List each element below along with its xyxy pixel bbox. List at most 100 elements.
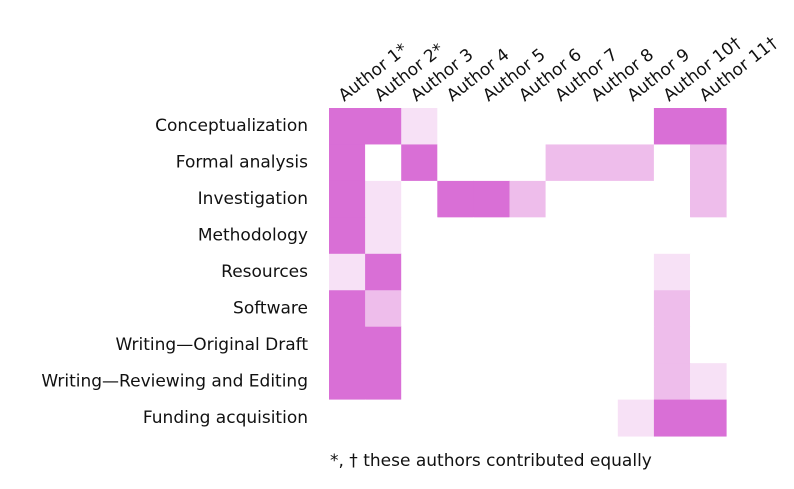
cell	[617, 290, 655, 328]
cell	[617, 363, 655, 401]
cell	[401, 399, 438, 437]
cell	[545, 399, 583, 437]
cell	[581, 144, 619, 182]
cell	[545, 217, 583, 255]
row-label: Formal analysis	[176, 153, 308, 173]
cell	[437, 108, 474, 145]
cell	[365, 326, 402, 364]
cell	[617, 217, 655, 255]
cell	[365, 108, 402, 145]
cell	[473, 399, 510, 437]
cell	[329, 399, 366, 437]
cell	[690, 399, 727, 437]
cell	[690, 180, 727, 218]
cell	[545, 144, 583, 182]
cell	[545, 290, 583, 328]
cell	[509, 363, 547, 401]
footnote: *, † these authors contributed equally	[330, 451, 652, 471]
cell	[365, 144, 402, 182]
cell	[545, 108, 583, 145]
cell	[437, 326, 474, 364]
cell	[473, 217, 510, 255]
cell	[581, 180, 619, 218]
cell	[617, 144, 655, 182]
cell	[509, 144, 547, 182]
cell	[581, 217, 619, 255]
cell	[437, 180, 474, 218]
cell	[653, 144, 691, 182]
cell	[509, 326, 547, 364]
row-label: Writing—Original Draft	[116, 335, 309, 355]
cell	[401, 144, 438, 182]
cell	[653, 399, 691, 437]
cell	[617, 108, 655, 145]
cell	[690, 144, 727, 182]
cell	[581, 290, 619, 328]
cell	[653, 290, 691, 328]
cell	[509, 399, 547, 437]
cell	[365, 399, 402, 437]
cell	[329, 253, 366, 291]
cell	[329, 217, 366, 255]
cell	[365, 290, 402, 328]
cell	[581, 253, 619, 291]
cell	[690, 217, 727, 255]
row-label: Investigation	[198, 189, 308, 209]
cell	[653, 253, 691, 291]
cell	[690, 290, 727, 328]
cell	[365, 217, 402, 255]
cell	[653, 363, 691, 401]
cell	[401, 363, 438, 401]
cell	[329, 290, 366, 328]
row-label: Methodology	[198, 226, 308, 246]
cell	[473, 253, 510, 291]
row-label: Writing—Reviewing and Editing	[41, 371, 308, 391]
cell	[509, 217, 547, 255]
cell	[473, 363, 510, 401]
cell	[690, 326, 727, 364]
cell	[329, 326, 366, 364]
cell	[617, 253, 655, 291]
cell	[437, 144, 474, 182]
cell	[437, 363, 474, 401]
cell	[509, 180, 547, 218]
cell	[581, 399, 619, 437]
cell	[329, 180, 366, 218]
cell	[581, 108, 619, 145]
cell	[653, 326, 691, 364]
cell	[617, 326, 655, 364]
row-label: Software	[233, 298, 308, 318]
cell	[473, 144, 510, 182]
cell	[401, 253, 438, 291]
cell	[690, 253, 727, 291]
cell	[617, 399, 655, 437]
cell	[401, 326, 438, 364]
cell	[473, 108, 510, 145]
row-label: Conceptualization	[155, 116, 308, 136]
cell	[581, 363, 619, 401]
cell	[653, 180, 691, 218]
cell	[617, 180, 655, 218]
cell	[365, 253, 402, 291]
row-label: Resources	[221, 262, 308, 282]
cell	[473, 180, 510, 218]
cell	[365, 180, 402, 218]
cell	[545, 180, 583, 218]
cell	[545, 363, 583, 401]
cell	[437, 399, 474, 437]
cell	[329, 108, 366, 145]
cell	[653, 108, 691, 145]
cell	[401, 217, 438, 255]
cell	[653, 217, 691, 255]
row-label: Funding acquisition	[143, 408, 308, 428]
cell	[473, 290, 510, 328]
cell	[401, 180, 438, 218]
cell	[509, 108, 547, 145]
cell	[690, 108, 727, 145]
cell	[401, 108, 438, 145]
cell	[509, 253, 547, 291]
cell	[329, 144, 366, 182]
cell	[545, 253, 583, 291]
cell	[545, 326, 583, 364]
